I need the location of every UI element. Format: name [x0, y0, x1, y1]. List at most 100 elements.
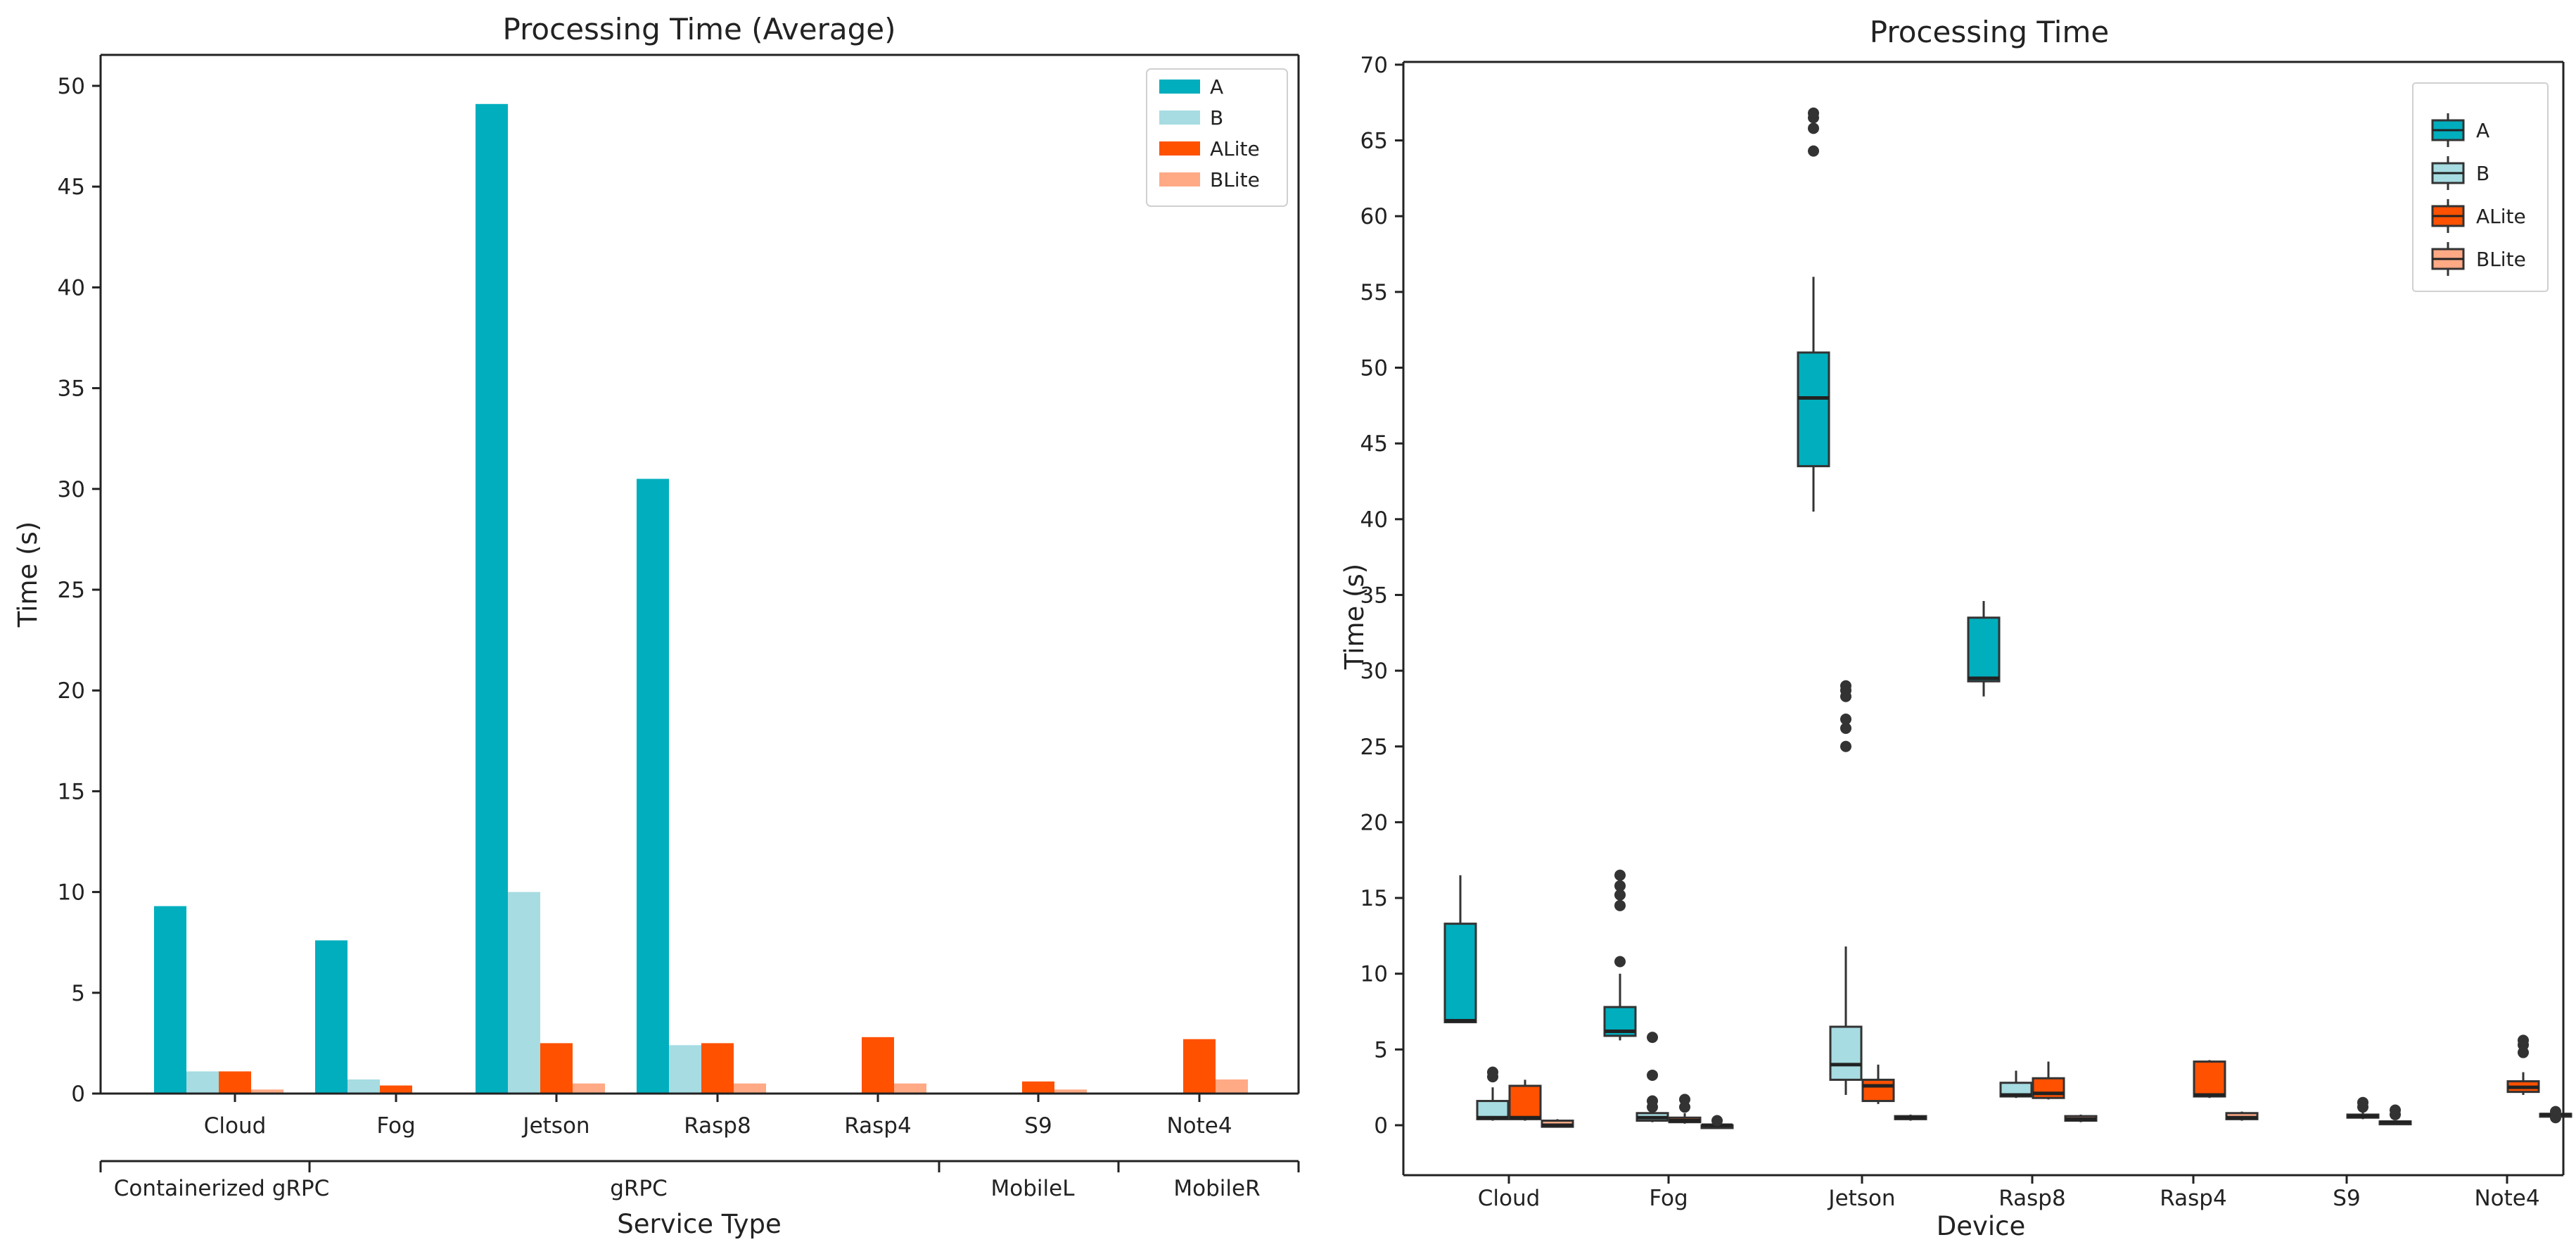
right-legend-label-blite: BLite [2476, 248, 2526, 271]
right-y-tick-label: 10 [1360, 962, 1388, 987]
outlier-point [1614, 869, 1626, 881]
right-y-tick-label: 15 [1360, 886, 1388, 911]
right-y-axis: 0 5 10 15 20 25 30 35 40 45 50 55 60 65 70 [1360, 53, 1403, 1139]
box-a-rasp8 [1967, 601, 2001, 697]
left-chart-title: Processing Time (Average) [502, 12, 895, 46]
outlier-point [1647, 1032, 1658, 1044]
left-y-tick-label: 10 [58, 880, 85, 906]
left-legend-label-alite: ALite [1210, 137, 1260, 160]
left-legend-swatch-b [1159, 110, 1200, 125]
right-y-axis-label: Time (s) [1339, 564, 1370, 670]
outlier-point [1840, 740, 1851, 752]
bar-blite-rasp8 [734, 1083, 766, 1094]
outlier-point [1711, 1115, 1723, 1127]
left-x-tick-label-jetson: Jetson [521, 1113, 589, 1139]
right-y-tick-label: 25 [1360, 735, 1388, 760]
bar-blite-rasp4 [894, 1083, 926, 1094]
right-boxes [1443, 107, 2572, 1129]
box-alite-jetson [1861, 1064, 1895, 1104]
bar-b-rasp8 [669, 1045, 701, 1094]
right-y-tick-label: 60 [1360, 204, 1388, 229]
bar-alite-cloud [219, 1071, 251, 1094]
left-y-tick-label: 25 [58, 578, 85, 603]
box-a-jetson [1797, 107, 1830, 512]
left-y-tick-label: 30 [58, 477, 85, 502]
box-blite-fog [1700, 1115, 1734, 1129]
left-x-tick-label-fog: Fog [376, 1113, 415, 1139]
right-x-tick-label-rasp4: Rasp4 [2160, 1186, 2226, 1211]
right-y-tick-label: 5 [1374, 1037, 1388, 1063]
left-y-tick-label: 40 [58, 275, 85, 300]
right-y-tick-label: 70 [1360, 53, 1388, 78]
outlier-point [2518, 1034, 2529, 1046]
bar-a-fog [315, 940, 347, 1094]
group-label-mobilel: MobileL [991, 1176, 1076, 1201]
box-a-cloud [1443, 875, 1477, 1024]
left-bar-chart: Processing Time (Average) 0 5 10 15 20 25 30 35… [13, 12, 1300, 1239]
bar-blite-s9 [1054, 1089, 1087, 1094]
box-blite-rasp4 [2225, 1111, 2259, 1121]
box-iqr [1967, 616, 2001, 683]
right-y-tick-label: 65 [1360, 129, 1388, 154]
outlier-point [1840, 722, 1851, 734]
right-y-tick-label: 40 [1360, 507, 1388, 533]
box-iqr [1797, 351, 1830, 467]
right-box-chart: Processing Time 0 5 10 15 20 25 30 35 40 45 50 55 60… [1339, 15, 2572, 1241]
bar-alite-fog [380, 1085, 412, 1094]
right-x-tick-label-s9: S9 [2333, 1186, 2360, 1211]
left-y-axis: 0 5 10 15 20 25 30 35 40 45 50 [58, 74, 101, 1107]
right-y-tick-label: 20 [1360, 810, 1388, 835]
bar-blite-note4 [1216, 1079, 1248, 1094]
left-x-tick-label-note4: Note4 [1166, 1113, 1232, 1139]
right-x-axis-label: Device [1937, 1211, 2026, 1241]
box-b-cloud [1476, 1066, 1510, 1121]
box-alite-s9 [2346, 1096, 2380, 1120]
left-y-axis-label: Time (s) [13, 521, 43, 628]
left-y-tick-label: 35 [58, 376, 85, 402]
outlier-point [1840, 680, 1851, 692]
bar-alite-rasp8 [701, 1043, 734, 1094]
right-chart-title: Processing Time [1870, 15, 2109, 49]
outlier-point [1679, 1094, 1690, 1106]
box-b-jetson [1829, 680, 1863, 1095]
bar-blite-jetson [573, 1083, 605, 1094]
left-legend-label-b: B [1210, 106, 1223, 129]
left-legend-swatch-alite [1159, 141, 1200, 156]
outlier-point [1647, 1069, 1658, 1081]
outlier-point [1614, 889, 1626, 901]
left-legend-label-blite: BLite [1210, 168, 1260, 191]
group-label-grpc: gRPC [610, 1176, 668, 1201]
right-legend-label-b: B [2476, 162, 2489, 185]
box-iqr [1508, 1084, 1542, 1120]
left-bars [154, 103, 1248, 1094]
right-x-tick-label-jetson: Jetson [1827, 1186, 1895, 1211]
right-legend: AB ALite BLite [2412, 82, 2549, 292]
box-blite-rasp8 [2064, 1114, 2098, 1122]
outlier-point [2357, 1096, 2368, 1108]
outlier-point [1614, 956, 1626, 968]
right-y-tick-label: 50 [1360, 356, 1388, 381]
bar-b-jetson [508, 892, 540, 1094]
box-alite-rasp4 [2193, 1060, 2226, 1098]
left-legend-swatch-blite [1159, 172, 1200, 186]
box-iqr [1443, 923, 1477, 1024]
box-b-fog [1635, 1032, 1669, 1122]
bar-alite-s9 [1022, 1081, 1054, 1094]
left-legend-label-a: A [1210, 75, 1223, 99]
box-iqr [1829, 1025, 1863, 1081]
left-y-tick-label: 20 [58, 678, 85, 704]
left-x-tick-label-rasp8: Rasp8 [684, 1113, 751, 1139]
bar-alite-rasp4 [862, 1037, 894, 1094]
right-y-tick-label: 35 [1360, 583, 1388, 608]
outlier-point [1614, 880, 1626, 892]
outlier-point [2550, 1106, 2561, 1117]
right-x-tick-label-cloud: Cloud [1478, 1186, 1541, 1211]
outlier-point [1840, 713, 1851, 725]
left-y-tick-label: 5 [71, 981, 85, 1006]
bar-b-cloud [186, 1071, 219, 1094]
box-alite-fog [1668, 1094, 1702, 1124]
outlier-point [1647, 1095, 1658, 1107]
left-legend-frame [1146, 68, 1288, 207]
left-y-tick-label: 50 [58, 74, 85, 99]
